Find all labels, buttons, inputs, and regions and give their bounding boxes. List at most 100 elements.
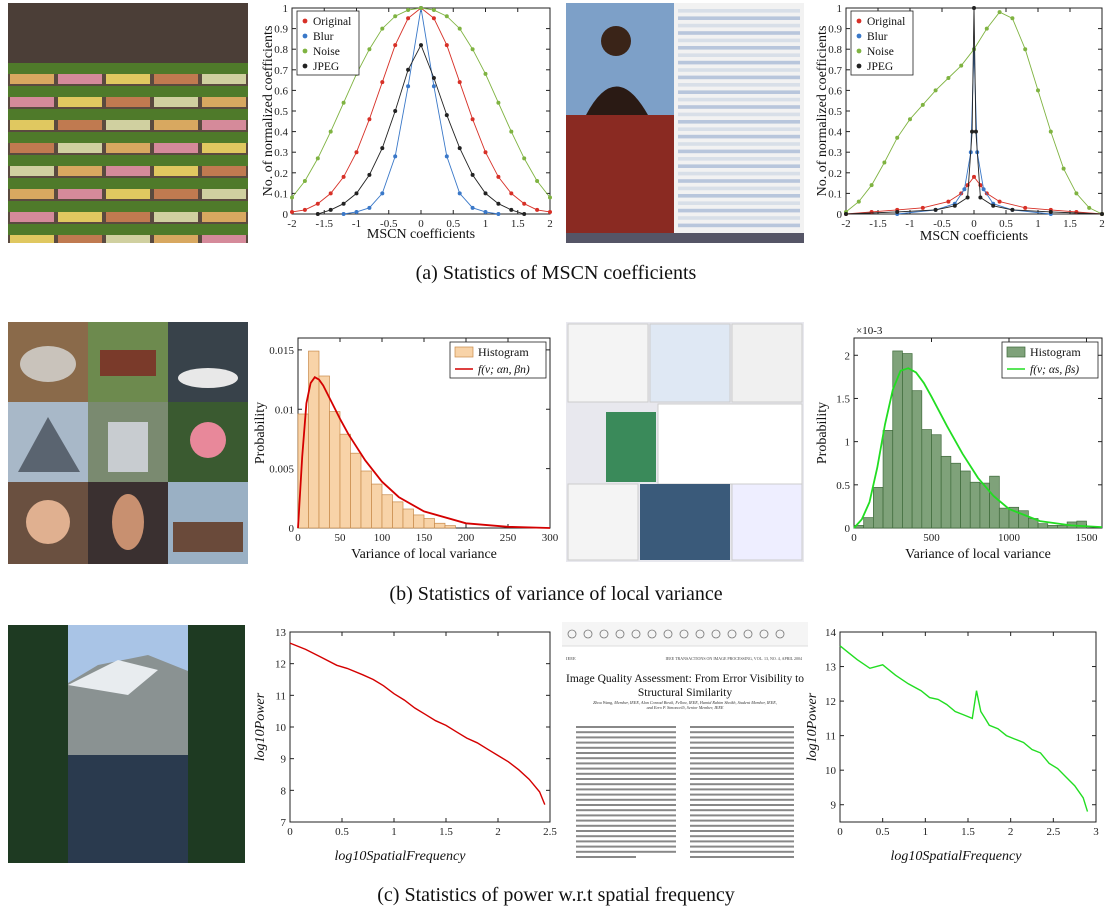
y-tick-label: 0.7 (274, 65, 288, 77)
series-line-power (839, 645, 1089, 812)
data-point (496, 100, 501, 105)
chart-mscn-1: -2 -1.5 -1 -0.5 0 0.5 1 1.5 2 0 0.1 0.2 0.3 0.4 0.5 0.6… (250, 0, 562, 248)
data-point (1087, 205, 1092, 210)
y-tick-label: 0.015 (269, 345, 294, 357)
legend-label: JPEG (313, 61, 339, 73)
x-axis-label: log10SpatialFrequency (891, 849, 1023, 864)
data-point (1100, 212, 1104, 216)
y-tick-label: 12 (825, 696, 836, 708)
x-tick-label: 1 (391, 826, 397, 838)
x-tick-label: -0.5 (933, 218, 951, 230)
data-point (496, 174, 501, 179)
y-tick-label: 0.6 (828, 85, 842, 97)
collage-image (8, 322, 248, 564)
legend-marker (856, 33, 862, 39)
exponent-label: ×10-3 (856, 325, 883, 337)
data-point (483, 209, 488, 214)
data-point (431, 8, 436, 13)
x-axis-label: MSCN coefficients (367, 227, 475, 242)
data-point (354, 150, 359, 155)
data-point (341, 212, 346, 216)
x-tick-label: 0 (295, 532, 301, 544)
x-tick-label: 1000 (998, 532, 1021, 544)
data-point (393, 14, 398, 19)
y-tick-label: 11 (825, 731, 836, 743)
data-point (509, 207, 514, 212)
x-tick-label: 0.5 (335, 826, 349, 838)
data-point (978, 183, 983, 188)
y-tick-label: 13 (275, 627, 287, 639)
series-line-power (289, 642, 546, 805)
data-point (406, 67, 411, 72)
y-tick-label: 0 (289, 523, 295, 535)
data-point (522, 156, 527, 161)
y-tick-label: 0.6 (274, 85, 288, 97)
data-point (972, 174, 976, 179)
y-tick-label: 0.3 (828, 147, 842, 159)
chart-power-2-svg: 0 0.5 1 1.5 2 2.5 3 9 10 11 12 13 14 log10SpatialFreq… (806, 627, 1099, 864)
plot-frame (839, 631, 1097, 823)
x-tick-label: 3 (1093, 826, 1099, 838)
y-tick-label: 10 (825, 765, 837, 777)
y-tick-label: 7 (281, 817, 287, 829)
x-tick-label: 0 (287, 826, 293, 838)
chart-variance-2-svg: 0 500 1000 1500 0 0.5 1 1.5 2 Histogram f(v; αs, β… (815, 325, 1103, 562)
data-point (920, 102, 925, 107)
y-tick-label: 1 (283, 3, 289, 15)
data-point (997, 10, 1002, 15)
hist-bar (989, 475, 1000, 529)
data-point (496, 212, 501, 216)
x-tick-label: 1.5 (439, 826, 453, 838)
data-point (856, 199, 861, 204)
data-point (457, 191, 462, 196)
x-tick-label: -1 (905, 218, 914, 230)
x-tick-label: -0.5 (380, 218, 398, 230)
data-point (496, 201, 501, 206)
legend-marker (302, 33, 308, 39)
hist-bar (360, 470, 372, 529)
data-point (946, 199, 951, 204)
document-image: IEEE IEEE TRANSACTIONS ON IMAGE PROCESSI… (562, 622, 808, 858)
chart-mscn-1-svg: -2 -1.5 -1 -0.5 0 0.5 1 1.5 2 0 0.1 0.2 0.3 0.4 0.5 0.6… (261, 3, 553, 242)
chart-mscn-2: -2 -1.5 -1 -0.5 0 0.5 1 1.5 2 0 0.1 0.2 0.3 0.4 0.5 0.6… (806, 0, 1112, 248)
x-tick-label: 500 (923, 532, 940, 544)
data-point (1074, 191, 1079, 196)
data-point (393, 43, 398, 48)
data-point (1048, 209, 1053, 214)
hist-bar (1057, 525, 1068, 529)
photo-collage (8, 322, 248, 564)
x-tick-label: 250 (500, 532, 517, 544)
data-point (431, 84, 436, 89)
y-tick-label: 0 (845, 523, 851, 535)
x-tick-label: 1.5 (961, 826, 975, 838)
data-point (997, 199, 1002, 204)
data-point (535, 207, 540, 212)
y-tick-label: 0.005 (269, 464, 294, 476)
y-tick-label: 0.9 (828, 24, 842, 36)
x-tick-label: 50 (335, 532, 347, 544)
planters-image (8, 3, 248, 243)
doc-authors: Zhou Wang, Member, IEEE, Alan Conrad Bov… (593, 700, 777, 710)
photo-lake (8, 625, 245, 863)
hist-bar (911, 390, 923, 529)
hist-bar (873, 487, 884, 529)
legend-label: Original (867, 16, 905, 28)
legend-label: Noise (867, 46, 894, 58)
photo-planters (8, 3, 248, 243)
y-tick-label: 0.5 (828, 106, 842, 118)
legend-marker (302, 48, 308, 54)
data-point (509, 191, 514, 196)
data-point (509, 129, 514, 134)
y-tick-label: 12 (275, 659, 286, 671)
hist-bar (921, 429, 932, 529)
y-axis-label: No. of normalized coefficients (261, 26, 276, 197)
x-axis-label: Variance of local variance (351, 547, 497, 562)
data-point (328, 207, 333, 212)
chart-power-1-svg: 0 0.5 1 1.5 2 2.5 7 8 9 10 11 12 13 log10SpatialFrequ… (253, 627, 557, 864)
hist-bar (381, 494, 393, 529)
x-tick-label: 1.5 (511, 218, 525, 230)
screen-presenter-image (566, 3, 804, 243)
hist-bar (902, 353, 913, 529)
photo-screen-collage (566, 322, 804, 562)
y-tick-label: 0.5 (274, 106, 288, 118)
